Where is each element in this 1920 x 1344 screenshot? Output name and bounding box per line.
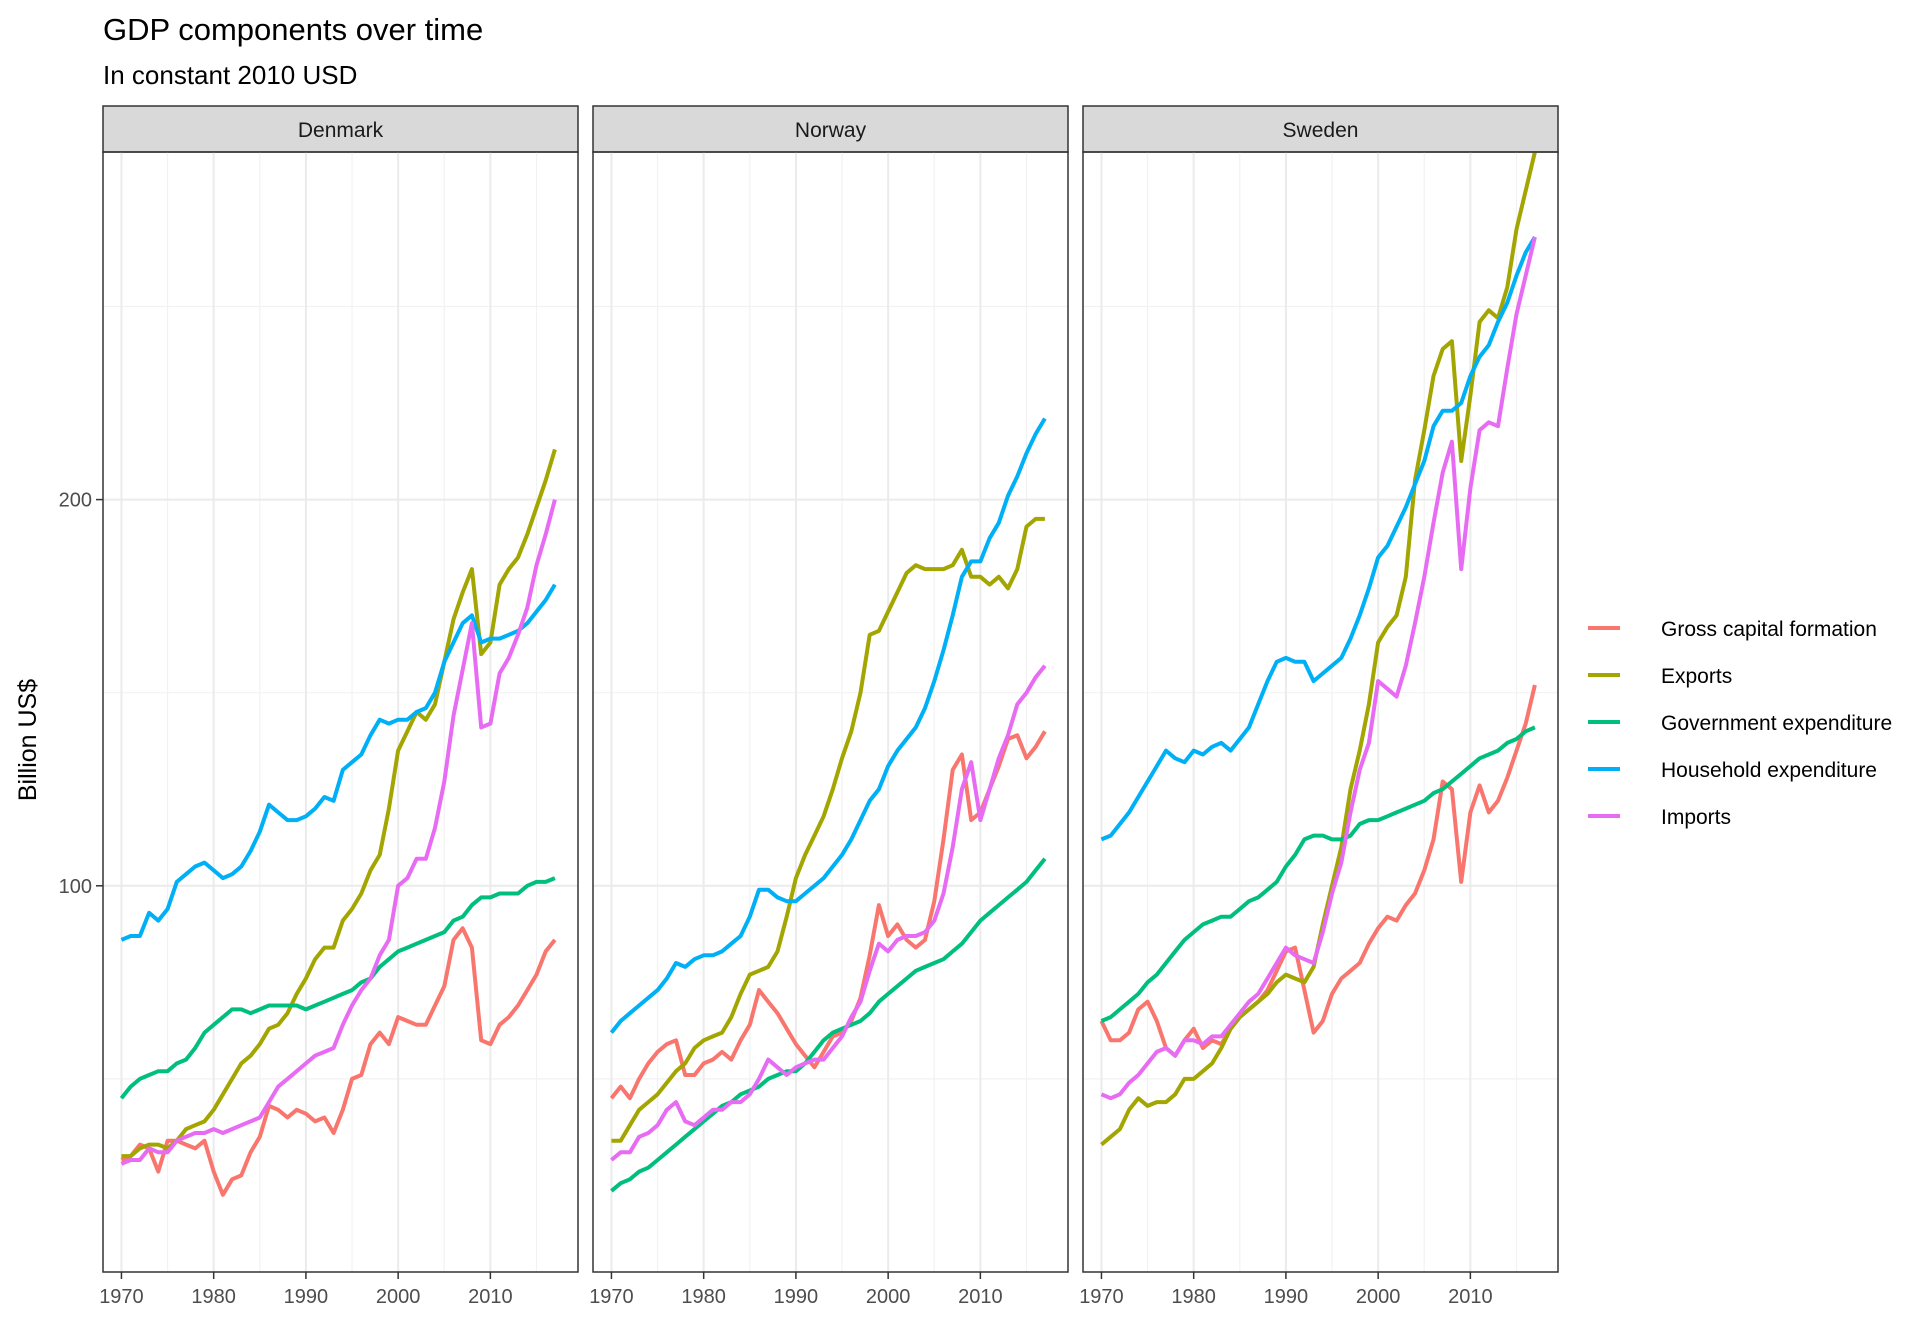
x-tick-label: 2000: [1356, 1286, 1401, 1308]
legend-item: Imports: [1588, 806, 1731, 829]
gridlines: [1083, 152, 1558, 1272]
series-line-government-expenditure: [610, 857, 1047, 1193]
series-line-imports: [120, 499, 557, 1166]
x-tick-label: 1970: [99, 1286, 144, 1308]
series-line-household-expenditure: [120, 583, 557, 942]
legend-label: Gross capital formation: [1661, 618, 1877, 641]
legend-item: Household expenditure: [1588, 759, 1877, 782]
x-tick-label: 1990: [774, 1286, 819, 1308]
series-line-gross-capital-formation: [120, 926, 557, 1197]
panel-sweden: Sweden 1970 1980 1990 2000 2010: [1079, 105, 1559, 1308]
x-tick-label: 1990: [284, 1286, 329, 1308]
series-line-government-expenditure: [1100, 725, 1536, 1023]
x-tick-label: 1980: [191, 1286, 236, 1308]
series-line-imports: [610, 664, 1047, 1162]
x-tick-label: 1990: [1264, 1286, 1309, 1308]
series-line-household-expenditure: [609, 417, 1047, 1034]
facet-strip: [102, 105, 579, 153]
legend-item: Exports: [1588, 665, 1732, 688]
x-tick-label: 2010: [1448, 1286, 1493, 1308]
series-line-exports: [611, 516, 1045, 1143]
facet-label: Norway: [795, 119, 867, 142]
legend-label: Household expenditure: [1661, 759, 1877, 782]
x-tick-label: 1980: [681, 1286, 726, 1308]
series-line-government-expenditure: [119, 876, 556, 1100]
series-line-household-expenditure: [1100, 235, 1537, 842]
y-axis-title: Billion US$: [14, 679, 42, 801]
series-line-gross-capital-formation: [609, 730, 1047, 1101]
legend-item: Government expenditure: [1588, 712, 1892, 735]
y-tick-label: 100: [59, 876, 92, 898]
x-tick-label: 2000: [376, 1286, 421, 1308]
panel-border: [1082, 151, 1559, 1273]
x-tick-label: 1970: [1079, 1286, 1124, 1308]
gridlines: [593, 152, 1068, 1272]
panel-border: [592, 151, 1069, 1273]
x-tick-label: 2010: [468, 1286, 513, 1308]
y-axis: 100 200: [59, 490, 103, 898]
legend-label: Government expenditure: [1661, 712, 1892, 735]
x-tick-label: 2010: [958, 1286, 1003, 1308]
x-tick-label: 1980: [1171, 1286, 1216, 1308]
chart-subtitle: In constant 2010 USD: [103, 60, 357, 90]
facet-label: Sweden: [1283, 119, 1359, 142]
x-tick-label: 2000: [866, 1286, 911, 1308]
legend: Gross capital formation Exports Government…: [1588, 618, 1892, 829]
series-line-imports: [1100, 236, 1537, 1101]
facet-strip: [1082, 105, 1559, 153]
legend-label: Imports: [1661, 806, 1731, 829]
panel-border: [102, 151, 579, 1273]
panel-denmark: Denmark 1970 1980 1990 2000 2010: [99, 105, 579, 1308]
chart-title: GDP components over time: [103, 12, 483, 47]
panel-norway: Norway 1970 1980 1990 2000 2010: [589, 105, 1069, 1308]
legend-item: Gross capital formation: [1588, 618, 1877, 641]
y-tick-label: 200: [59, 490, 92, 512]
panels: Denmark 1970 1980 1990 2000 2010 Norway 1970 198…: [99, 105, 1559, 1308]
facet-label: Denmark: [298, 119, 384, 142]
legend-label: Exports: [1661, 665, 1732, 688]
x-tick-label: 1970: [589, 1286, 634, 1308]
series-line-exports: [121, 448, 557, 1159]
gridlines: [103, 152, 578, 1272]
